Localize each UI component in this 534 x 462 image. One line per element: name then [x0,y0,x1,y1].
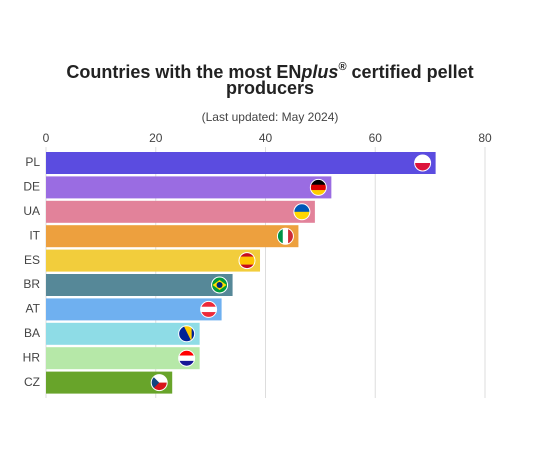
flag-icon [293,203,310,220]
x-tick-label: 40 [259,131,273,145]
y-tick-label: BR [23,277,40,291]
y-tick-label: CZ [24,375,40,389]
flag-stripe [282,228,289,245]
flag-stripe [151,382,168,391]
title-part: Countries with the most EN [66,62,301,82]
bar [46,225,299,248]
y-tick-label: UA [23,204,40,218]
flag-stripe [414,163,431,171]
flag-stripe [178,350,195,356]
flag-outline [309,178,327,196]
flag-outline [276,227,294,245]
y-tick-label: ES [24,253,40,267]
flag-detail [216,282,223,288]
bar [46,322,200,345]
flag-stripe [239,252,256,257]
flag-stripe [178,360,195,367]
flag-stripe [414,155,431,164]
bar [46,347,200,370]
flag-icon [414,155,431,171]
flag-stripe [200,306,217,313]
flag-icon [239,252,256,269]
flag-stripe [151,374,168,383]
flag-stripe [293,203,310,213]
flag-detail [151,374,160,391]
flag-outline [150,374,168,392]
y-tick-label: PL [25,155,40,169]
flag-detail [183,325,192,342]
flag-icon [200,301,217,318]
flag-stripe [200,312,217,318]
bar [46,176,332,199]
bars: PL DE UA IT ES BR AT BA HR CZ [23,152,436,394]
flag-stripe [239,256,256,261]
flag-stripe [239,264,256,269]
flag-icon [310,179,327,196]
flag-icon [151,374,168,391]
y-tick-label: BA [24,326,40,340]
flag-stripe [178,355,195,362]
title-part: certified pellet [347,62,474,82]
bar [46,274,233,296]
chart-title: Countries with the most ENplus® certifie… [66,61,473,82]
chart-subtitle: (Last updated: May 2024) [202,110,339,124]
flag-icon [178,350,195,367]
chart-title: producers [226,78,314,98]
bar [46,152,436,174]
x-tick-label: 60 [369,131,383,145]
y-tick-label: HR [23,350,41,364]
flag-icon [178,325,195,342]
y-tick-label: IT [29,228,40,242]
bar [46,249,261,272]
y-tick-label: DE [23,180,40,194]
flag-outline [178,325,196,343]
x-tick-label: 20 [149,131,163,145]
x-tick-label: 80 [478,131,492,145]
flag-stripe [239,260,256,265]
flag-stripe [277,228,284,245]
x-tick-label: 0 [43,131,50,145]
flag-stripe [200,301,217,308]
flag-outline [293,203,311,221]
flag-stripe [310,190,327,196]
title-part: ® [338,61,346,73]
flag-icon [277,228,294,245]
flag-outline [238,252,256,270]
bar [46,298,222,321]
y-tick-label: AT [26,302,41,316]
flag-stripe [288,228,294,245]
bar [46,200,315,223]
flag-stripe [293,211,310,220]
flag-outline [211,276,229,294]
flag-outline [200,300,218,318]
flag-stripe [310,184,327,191]
flag-icon [211,277,228,293]
flag-stripe [310,179,327,186]
bar [46,371,173,394]
title-part: plus [300,62,338,82]
flag-outline [414,154,432,172]
flag-outline [178,349,196,367]
